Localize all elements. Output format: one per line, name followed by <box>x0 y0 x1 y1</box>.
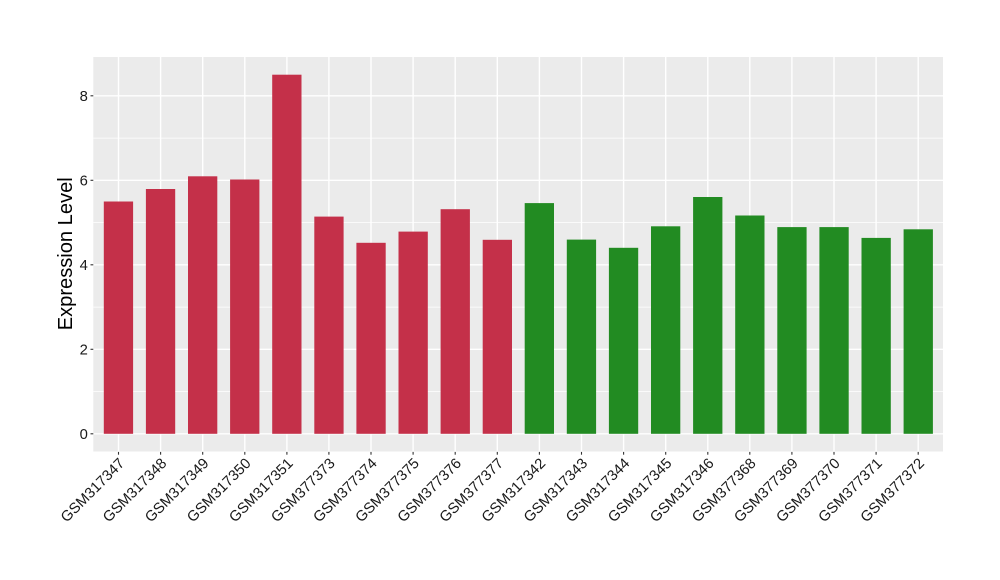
svg-text:4: 4 <box>80 258 88 274</box>
svg-text:6: 6 <box>80 173 88 189</box>
svg-text:Expression Level: Expression Level <box>55 177 77 330</box>
svg-text:8: 8 <box>80 89 88 105</box>
svg-text:2: 2 <box>80 342 88 358</box>
svg-text:0: 0 <box>80 427 88 443</box>
